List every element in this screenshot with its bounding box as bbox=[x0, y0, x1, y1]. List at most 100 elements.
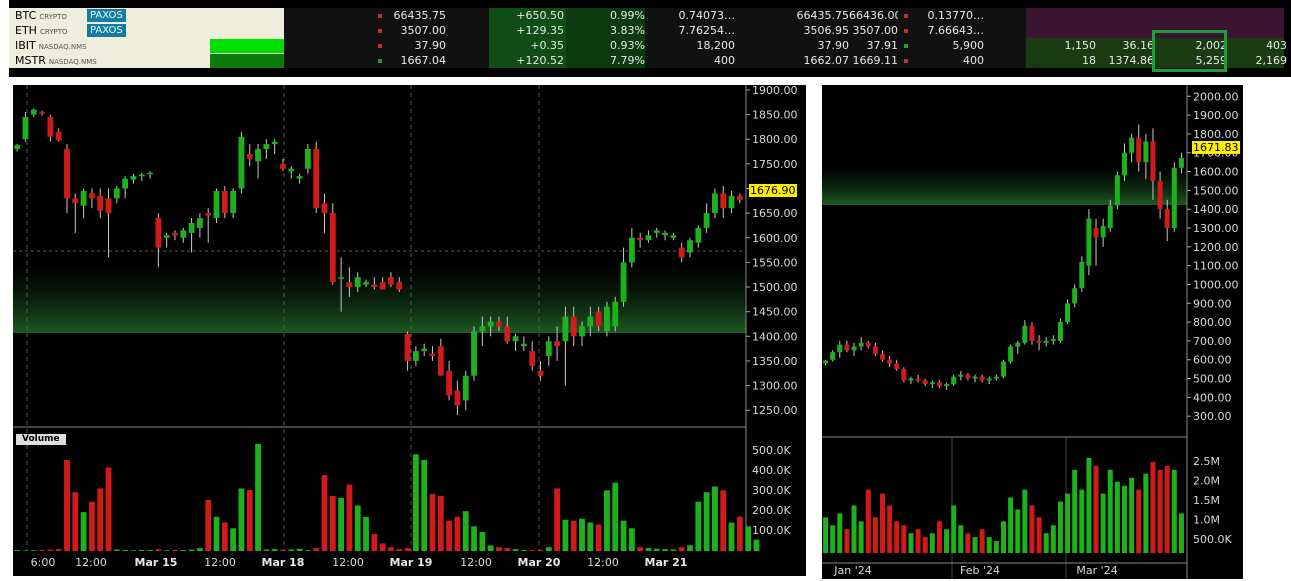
candle bbox=[645, 235, 652, 241]
volume-bar bbox=[429, 494, 436, 551]
watchlist-cell bbox=[1098, 8, 1154, 23]
tick-direction-dot bbox=[378, 29, 382, 33]
row-band bbox=[566, 23, 645, 38]
watchlist-row[interactable]: IBIT NASDAQ.NMS 37.90 +0.35 0.93% 18,200 37.90… bbox=[9, 38, 1291, 53]
candle bbox=[1171, 167, 1177, 229]
candle bbox=[1036, 340, 1042, 343]
volume-bar bbox=[993, 541, 999, 553]
volume-bar bbox=[437, 496, 444, 551]
candle bbox=[562, 316, 569, 342]
tick-direction-dot bbox=[378, 59, 382, 63]
volume-bar bbox=[462, 511, 469, 551]
watchlist-row[interactable]: BTC CRYPTO PAXOS 66435.75 +650.50 0.99% 0.7407… bbox=[9, 8, 1291, 23]
x-tick-label: 12:00 bbox=[587, 556, 619, 569]
y-tick-label: 1550.00 bbox=[752, 256, 798, 269]
volume-bar bbox=[321, 475, 328, 551]
candle bbox=[1050, 339, 1056, 341]
candle bbox=[612, 301, 619, 327]
daily-chart[interactable]: 2000.001900.001800.001700.001600.001500.… bbox=[822, 85, 1243, 579]
volume-bar bbox=[130, 550, 137, 551]
candle bbox=[396, 282, 403, 290]
symbol-cell[interactable]: MSTR NASDAQ.NMS bbox=[9, 53, 284, 68]
watchlist-cell: 18 bbox=[1082, 54, 1096, 67]
candle bbox=[1093, 228, 1099, 238]
candle bbox=[321, 203, 328, 214]
y-tick-label: 2000.00 bbox=[1193, 90, 1239, 103]
candle bbox=[130, 176, 137, 180]
y-tick-label: 500.00 bbox=[1193, 373, 1232, 386]
candle bbox=[1022, 325, 1028, 343]
volume-bar bbox=[496, 547, 502, 551]
volume-bar bbox=[296, 548, 303, 551]
y-tick-label: 1800.00 bbox=[1193, 128, 1239, 141]
y-tick-label: 1500.00 bbox=[1193, 184, 1239, 197]
volume-bar bbox=[14, 550, 21, 551]
x-tick-label: 12:00 bbox=[460, 556, 492, 569]
volume-tick-label: 1.5M bbox=[1193, 494, 1220, 507]
candle bbox=[951, 376, 957, 385]
candle bbox=[180, 230, 187, 238]
candle bbox=[1065, 303, 1071, 323]
volume-bar bbox=[1015, 509, 1021, 553]
watchlist-row[interactable]: MSTR NASDAQ.NMS 1667.04 +120.52 7.79% 400 1662… bbox=[9, 53, 1291, 68]
volume-bar bbox=[844, 529, 850, 553]
exchange: CRYPTO bbox=[39, 13, 67, 21]
candle bbox=[1157, 180, 1163, 210]
volume-bar bbox=[80, 512, 87, 551]
volume-bar bbox=[915, 529, 921, 553]
candle bbox=[205, 213, 212, 216]
candle bbox=[958, 374, 964, 377]
watchlist-panel: BTC CRYPTO PAXOS 66435.75 +650.50 0.99% 0.7407… bbox=[9, 0, 1291, 77]
volume-bar bbox=[388, 547, 394, 551]
candle bbox=[89, 193, 95, 199]
watchlist-cell: 0.74073… bbox=[678, 9, 736, 22]
symbol-cell[interactable]: IBIT NASDAQ.NMS bbox=[9, 38, 284, 53]
candle bbox=[865, 342, 871, 347]
candle bbox=[880, 354, 885, 360]
candle bbox=[653, 230, 660, 233]
candle bbox=[72, 198, 79, 204]
intraday-chart-panel[interactable]: 1900.001850.001800.001750.001700.001650.… bbox=[13, 85, 806, 576]
watchlist-cell: 66435.75 bbox=[393, 9, 447, 22]
watchlist-cell: 2,169 bbox=[1255, 54, 1288, 67]
x-tick-label: Mar 18 bbox=[262, 556, 305, 569]
watchlist-cell: 1667.04 bbox=[400, 54, 447, 67]
symbol-label: ETH CRYPTO bbox=[15, 23, 68, 40]
candle bbox=[1136, 137, 1142, 163]
volume-legend: Volume bbox=[16, 434, 66, 445]
watchlist-row[interactable]: ETH CRYPTO PAXOS 3507.00 +129.35 3.83% 7.76254… bbox=[9, 23, 1291, 38]
watchlist-cell: 1669.11 bbox=[852, 54, 899, 67]
tick-direction-dot bbox=[904, 44, 908, 48]
volume-bar bbox=[147, 550, 153, 551]
watchlist-cell: 36.16 bbox=[1122, 39, 1155, 52]
row-band bbox=[284, 23, 489, 38]
candle bbox=[412, 351, 419, 361]
watchlist-cell: 7.76254… bbox=[678, 24, 736, 37]
candle bbox=[255, 149, 261, 162]
watchlist-cell: 1662.07 bbox=[803, 54, 850, 67]
volume-bar bbox=[471, 526, 477, 551]
x-tick-label: Mar 21 bbox=[645, 556, 688, 569]
intraday-chart[interactable]: 1900.001850.001800.001750.001700.001650.… bbox=[13, 85, 806, 576]
candle bbox=[637, 237, 644, 241]
volume-bar bbox=[97, 488, 104, 551]
volume-bar bbox=[213, 516, 220, 551]
candle bbox=[64, 149, 70, 199]
candle bbox=[496, 321, 502, 327]
symbol-cell[interactable]: BTC CRYPTO PAXOS bbox=[9, 8, 284, 23]
candle bbox=[837, 344, 843, 353]
candle bbox=[736, 195, 743, 200]
y-tick-label: 1850.00 bbox=[752, 109, 798, 122]
volume-bar bbox=[338, 497, 345, 551]
daily-chart-panel[interactable]: 2000.001900.001800.001700.001600.001500.… bbox=[822, 85, 1243, 579]
volume-bar bbox=[172, 549, 178, 551]
candle bbox=[712, 193, 718, 214]
candle bbox=[908, 378, 914, 381]
watchlist-cell: 403 bbox=[1266, 39, 1287, 52]
candle bbox=[429, 353, 436, 357]
volume-bar bbox=[1164, 465, 1170, 553]
volume-bar bbox=[479, 532, 486, 551]
symbol-cell[interactable]: ETH CRYPTO PAXOS bbox=[9, 23, 284, 38]
volume-bar bbox=[865, 489, 871, 553]
row-band bbox=[566, 38, 645, 53]
